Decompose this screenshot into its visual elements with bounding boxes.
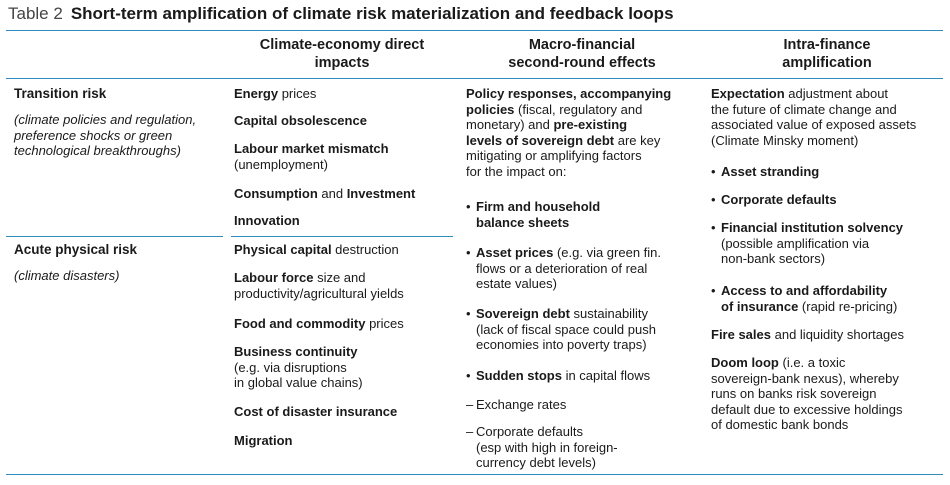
column-header-macro-financial: Macro-financial second-round effects — [508, 37, 656, 71]
intra-doom-loop: Doom loop (i.e. a toxic sovereign-bank n… — [711, 355, 903, 432]
entry-consumption-investment: Consumption and Investment — [234, 186, 416, 201]
intra-institution-solvency: • Financial institution solvency (possibl… — [711, 220, 904, 266]
macro-corporate-defaults: – Corporate defaults (esp with high in fo… — [466, 424, 618, 470]
header-rule — [6, 78, 943, 79]
row-sub-transition: (climate policies and regulation, prefer… — [14, 112, 197, 158]
row-label-transition-risk: Transition risk (climate policies and re… — [14, 86, 224, 159]
table-title: Short-term amplification of climate risk… — [70, 4, 674, 23]
macro-asset-prices: • Asset prices (e.g. via green fin. flows… — [466, 245, 661, 291]
macro-intro: Policy responses, accompanying policies … — [466, 86, 672, 179]
macro-firm-household: • Firm and household balance sheets — [466, 199, 601, 230]
entry-labour-force: Labour force size and productivity/agricu… — [234, 270, 404, 301]
intra-expectation: Expectation adjustment about the future … — [711, 86, 917, 148]
bottom-rule — [6, 474, 943, 475]
macro-sudden-stops: • Sudden stops in capital flows — [466, 368, 651, 383]
entry-labour-market-mismatch: Labour market mismatch (unemployment) — [234, 141, 389, 172]
row-divider-direct — [231, 236, 453, 237]
entry-capital-obsolescence: Capital obsolescence — [234, 113, 367, 128]
macro-exchange-rates: – Exchange rates — [466, 397, 567, 412]
entry-food-commodity: Food and commodity prices — [234, 316, 404, 331]
column-header-intra-finance: Intra-finance amplification — [782, 37, 872, 71]
intra-asset-stranding: • Asset stranding — [711, 164, 820, 179]
entry-innovation: Innovation — [234, 213, 300, 228]
table-caption: Table 2 Short-term amplification of clima… — [8, 4, 674, 24]
entry-migration: Migration — [234, 433, 293, 448]
entry-disaster-insurance: Cost of disaster insurance — [234, 404, 398, 419]
intra-insurance-access: • Access to and affordability of insuranc… — [711, 283, 898, 314]
intra-corporate-defaults: • Corporate defaults — [711, 192, 837, 207]
table-number: Table 2 — [8, 4, 63, 23]
top-rule — [6, 30, 943, 31]
intra-fire-sales: Fire sales and liquidity shortages — [711, 327, 904, 342]
entry-business-continuity: Business continuity (e.g. via disruptions… — [234, 344, 363, 390]
row-label-acute-physical-risk: Acute physical risk (climate disasters) — [14, 242, 224, 284]
macro-sovereign-debt: • Sovereign debt sustainability (lack of … — [466, 306, 656, 352]
entry-physical-capital: Physical capital destruction — [234, 242, 399, 257]
row-divider-label — [6, 236, 223, 237]
entry-energy-prices: Energy prices — [234, 86, 317, 101]
column-header-direct-impacts: Climate-economy direct impacts — [259, 37, 425, 71]
row-sub-physical: (climate disasters) — [14, 268, 120, 283]
